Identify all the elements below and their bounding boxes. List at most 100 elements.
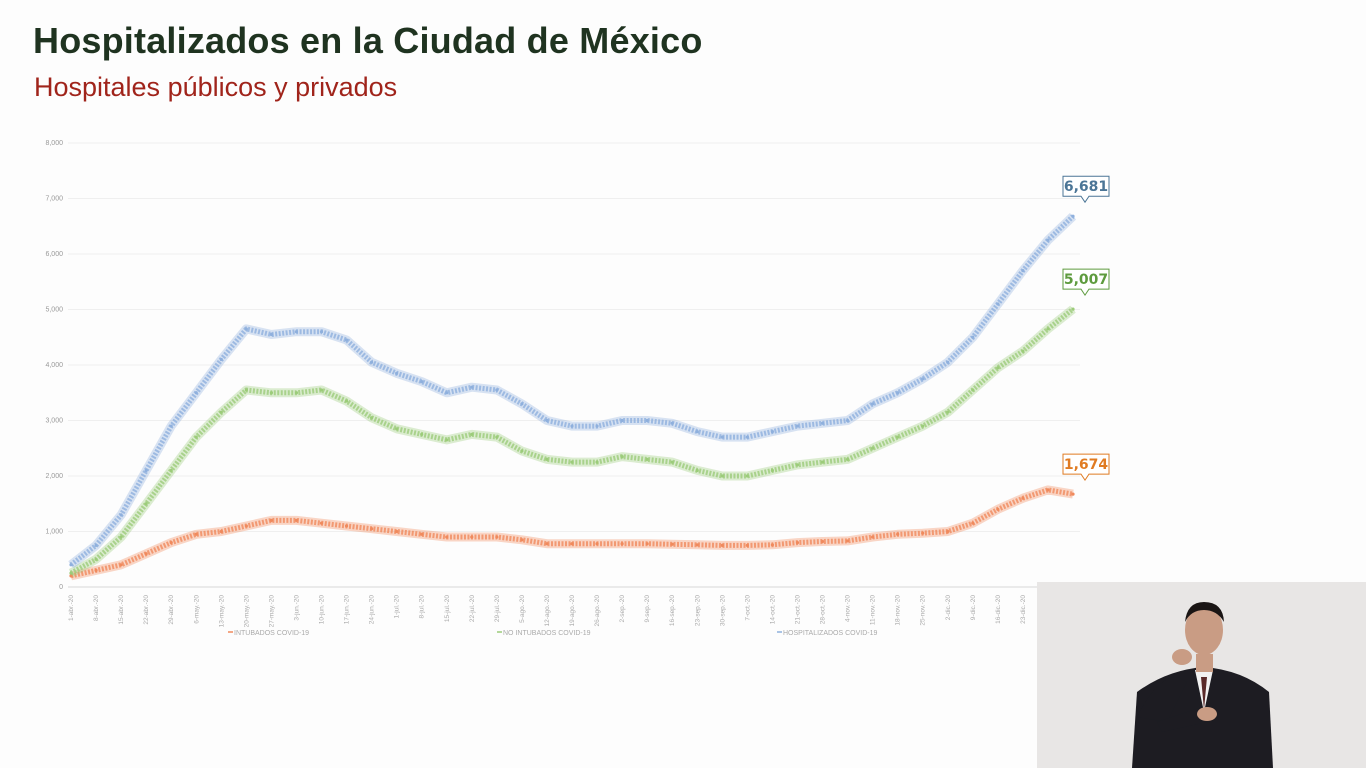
x-tick-label: 6-may.-20 <box>193 595 200 624</box>
data-point <box>119 563 123 567</box>
data-point <box>319 388 324 392</box>
data-point <box>745 474 749 478</box>
data-point <box>520 538 524 542</box>
data-point <box>595 424 599 428</box>
data-point <box>269 518 273 523</box>
data-point <box>795 463 800 467</box>
y-tick-label: 5,000 <box>45 307 63 314</box>
data-point <box>319 330 324 334</box>
y-tick-label: 8,000 <box>45 140 63 147</box>
data-point <box>420 432 424 436</box>
data-point <box>871 402 875 406</box>
data-point <box>269 332 273 337</box>
page-title: Hospitalizados en la Ciudad de México <box>33 20 703 61</box>
data-point <box>194 391 198 395</box>
x-tick-label: 23-sep.-20 <box>694 595 701 626</box>
x-tick-label: 10-jun.-20 <box>319 595 326 625</box>
data-point <box>720 435 724 439</box>
data-point <box>971 521 975 525</box>
data-point <box>219 529 223 534</box>
data-point <box>745 435 749 439</box>
series-2: 6,681 HOSPITALIZADOS COVID-19 <box>68 175 1110 637</box>
data-point <box>845 418 850 423</box>
data-point <box>119 535 123 539</box>
data-point <box>194 435 198 439</box>
data-point <box>645 418 649 423</box>
data-point <box>144 468 148 473</box>
data-point <box>670 542 674 546</box>
data-point <box>244 524 248 528</box>
data-point <box>545 542 549 546</box>
data-point <box>845 457 850 461</box>
x-tick-label: 26-ago.-20 <box>594 595 601 627</box>
data-point <box>946 360 950 364</box>
data-point <box>495 388 499 392</box>
x-tick-label: 3-jun.-20 <box>293 595 300 621</box>
data-point <box>420 532 424 536</box>
data-point <box>595 460 599 464</box>
data-point <box>219 410 223 414</box>
x-tick-label: 7-oct.-20 <box>744 595 751 621</box>
data-point <box>495 535 499 539</box>
data-point <box>845 539 850 543</box>
x-tick-label: 24-jun.-20 <box>369 595 376 625</box>
data-point <box>470 385 474 389</box>
data-point <box>620 418 624 423</box>
data-point <box>1021 349 1025 353</box>
data-point <box>570 460 574 464</box>
data-point <box>495 435 499 439</box>
data-point <box>570 424 574 428</box>
legend-entry: HOSPITALIZADOS COVID-19 <box>783 630 877 637</box>
x-tick-label: 1-jul.-20 <box>394 595 401 619</box>
data-point <box>996 366 1000 370</box>
data-point <box>1071 492 1075 496</box>
data-point <box>169 541 173 545</box>
x-tick-label: 19-ago.-20 <box>569 595 576 627</box>
data-point <box>294 391 299 395</box>
x-tick-label: 4-nov.-20 <box>845 595 852 622</box>
data-point <box>695 468 699 473</box>
data-point <box>1046 238 1050 242</box>
data-point <box>1071 307 1075 311</box>
data-point <box>620 542 624 546</box>
x-tick-label: 27-may.-20 <box>268 595 275 628</box>
data-point <box>294 330 299 334</box>
data-point <box>645 457 649 461</box>
data-point <box>720 543 724 547</box>
x-tick-label: 20-may.-20 <box>243 595 250 628</box>
data-point <box>996 507 1000 511</box>
data-point <box>971 335 975 339</box>
data-point <box>720 474 724 478</box>
data-point <box>645 542 649 546</box>
data-point <box>695 543 699 547</box>
series-band <box>68 212 1077 569</box>
page-subtitle: Hospitales públicos y privados <box>34 72 398 102</box>
data-point <box>545 457 549 461</box>
y-tick-label: 2,000 <box>45 473 63 480</box>
data-point <box>319 521 324 525</box>
data-point <box>219 357 223 362</box>
series-line <box>69 214 1075 567</box>
data-point <box>94 568 98 572</box>
data-point <box>745 543 749 547</box>
x-tick-label: 25-nov.-20 <box>920 595 927 626</box>
data-point <box>269 391 273 395</box>
data-label: 6,681 <box>1064 179 1108 195</box>
data-point <box>94 557 98 561</box>
x-tick-label: 8-abr.-20 <box>93 595 100 621</box>
data-label-box <box>1062 175 1110 204</box>
x-tick-label: 13-may.-20 <box>218 595 225 628</box>
data-point <box>795 541 800 545</box>
sign-language-interpreter-video <box>1037 582 1366 768</box>
data-point <box>946 529 950 534</box>
data-point <box>194 532 198 536</box>
data-point <box>445 391 449 395</box>
data-point <box>595 542 599 546</box>
data-point <box>94 543 98 547</box>
x-tick-label: 18-nov.-20 <box>895 595 902 626</box>
x-tick-label: 12-ago.-20 <box>544 595 551 627</box>
data-point <box>169 468 173 473</box>
data-point <box>244 327 248 331</box>
data-point <box>770 543 775 547</box>
x-tick-label: 14-oct.-20 <box>769 595 776 625</box>
